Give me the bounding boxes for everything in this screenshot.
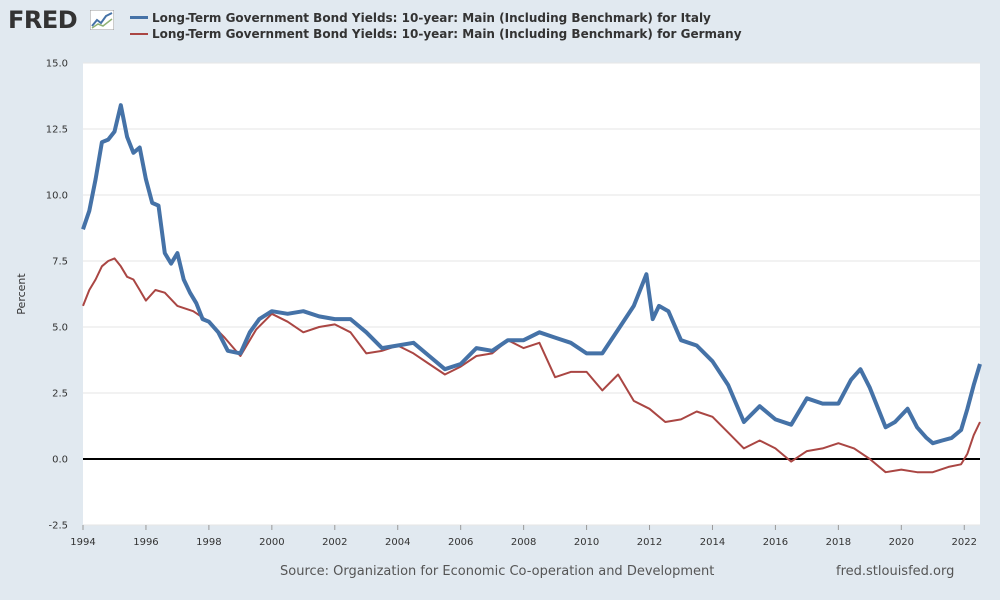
chart-line-icon <box>90 10 114 30</box>
y-tick-label: -2.5 <box>48 521 68 532</box>
legend-item-germany[interactable]: Long-Term Government Bond Yields: 10-yea… <box>130 26 742 42</box>
x-tick-label: 2012 <box>637 537 662 548</box>
x-tick-label: 1994 <box>70 537 95 548</box>
x-tick-label: 1996 <box>133 537 158 548</box>
legend-swatch-italy <box>130 16 148 19</box>
plot-background <box>83 63 980 525</box>
x-tick-label: 2008 <box>511 537 536 548</box>
series-lines <box>81 103 982 474</box>
y-tick-label: 10.0 <box>46 191 68 202</box>
legend-item-italy[interactable]: Long-Term Government Bond Yields: 10-yea… <box>130 10 742 26</box>
fred-logo-text: FRED <box>8 6 78 34</box>
x-tick-label: 2022 <box>952 537 977 548</box>
x-tick-label: 2006 <box>448 537 473 548</box>
x-axis-ticks: 1994 1996 1998 2000 2002 2004 2006 2008 2010 2012… <box>70 525 977 548</box>
x-tick-label: 2020 <box>889 537 914 548</box>
legend-swatch-germany <box>130 33 148 35</box>
source-text: Source: Organization for Economic Co-ope… <box>280 564 715 579</box>
fred-url-link[interactable]: fred.stlouisfed.org <box>836 564 955 579</box>
x-tick-label: 2016 <box>763 537 788 548</box>
fred-logo: FRED <box>8 6 116 34</box>
series-line-italy <box>81 103 982 446</box>
y-tick-label: 0.0 <box>52 455 68 466</box>
legend-label-germany: Long-Term Government Bond Yields: 10-yea… <box>152 27 742 41</box>
grid-lines <box>83 62 980 526</box>
x-tick-label: 2014 <box>700 537 725 548</box>
x-tick-label: 2010 <box>574 537 599 548</box>
chart-legend: Long-Term Government Bond Yields: 10-yea… <box>130 10 742 42</box>
y-tick-label: 12.5 <box>46 125 68 136</box>
x-tick-label: 2004 <box>385 537 410 548</box>
y-tick-label: 15.0 <box>46 59 68 70</box>
legend-label-italy: Long-Term Government Bond Yields: 10-yea… <box>152 11 711 25</box>
y-tick-label: 7.5 <box>52 257 68 268</box>
y-axis-label: Percent <box>15 273 28 315</box>
x-tick-label: 2000 <box>259 537 284 548</box>
x-tick-label: 1998 <box>196 537 221 548</box>
x-tick-label: 2002 <box>322 537 347 548</box>
y-tick-label: 5.0 <box>52 323 68 334</box>
x-tick-label: 2018 <box>826 537 851 548</box>
y-tick-label: 2.5 <box>52 389 68 400</box>
series-line-germany <box>82 257 981 474</box>
y-axis-ticks: -2.5 0.0 2.5 5.0 7.5 10.0 12.5 15.0 <box>46 59 68 532</box>
